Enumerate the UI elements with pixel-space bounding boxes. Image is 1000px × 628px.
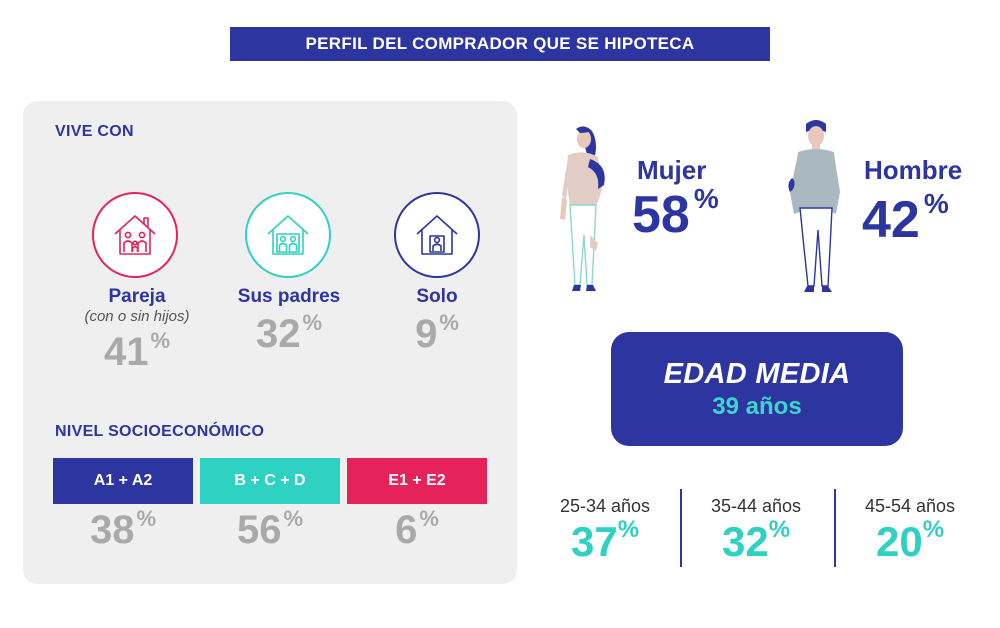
parents-house-icon <box>245 192 331 278</box>
man-figure-icon <box>788 120 840 292</box>
sus-padres-label: Sus padres <box>237 286 341 307</box>
divider <box>834 489 836 567</box>
rango-45-54-label: 45-54 años <box>864 496 956 516</box>
edad-media-box: EDAD MEDIA 39 años <box>611 332 903 446</box>
mujer-value: 58% <box>632 183 719 244</box>
vive-con-heading: VIVE CON <box>55 123 134 140</box>
woman-figure-icon <box>560 126 605 291</box>
solo-label: Solo <box>416 286 458 307</box>
nse-b-c-d-value: 56% <box>236 506 304 552</box>
pareja-label: Pareja <box>108 286 166 307</box>
rango-45-54-value: 20% <box>875 516 945 565</box>
solo-value: 9% <box>415 310 459 356</box>
family-house-icon <box>92 192 178 278</box>
mujer-label: Mujer <box>637 155 707 185</box>
rango-35-44-label: 35-44 años <box>710 496 802 516</box>
nse-e1-e2-box: E1 + E2 <box>347 458 487 504</box>
nse-a1-a2-box: A1 + A2 <box>53 458 193 504</box>
nivel-heading: NIVEL SOCIOECONÓMICO <box>55 423 265 440</box>
nse-b-c-d-box: B + C + D <box>200 458 340 504</box>
divider <box>680 489 682 567</box>
nse-e1-e2-value: 6% <box>395 506 439 552</box>
page-title: PERFIL DEL COMPRADOR QUE SE HIPOTECA <box>230 27 770 61</box>
nse-a1-a2-value: 38% <box>89 506 157 552</box>
hombre-label: Hombre <box>864 155 963 185</box>
rango-25-34-label: 25-34 años <box>559 496 651 516</box>
rango-25-34-value: 37% <box>570 516 640 565</box>
sus-padres-value: 32% <box>255 310 323 356</box>
edad-media-value: 39 años <box>712 392 802 420</box>
rango-35-44-value: 32% <box>721 516 791 565</box>
pareja-value: 41% <box>103 328 171 374</box>
edad-media-title: EDAD MEDIA <box>663 357 851 390</box>
single-house-icon <box>394 192 480 278</box>
hombre-value: 42% <box>862 188 949 249</box>
pareja-sublabel: (con o sin hijos) <box>84 308 190 325</box>
